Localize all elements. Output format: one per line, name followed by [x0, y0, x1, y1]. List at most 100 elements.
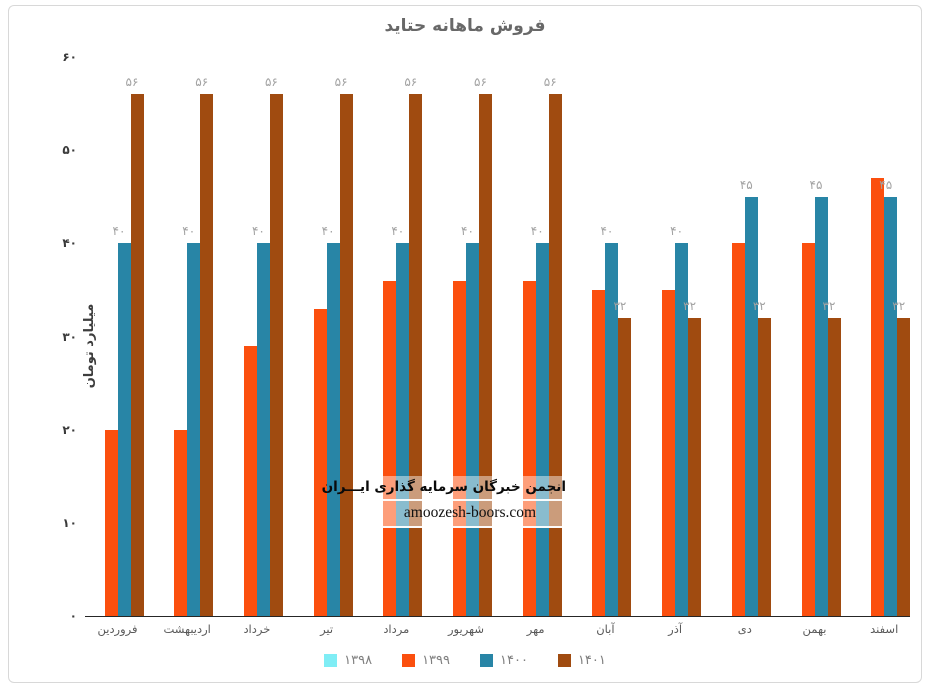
- bar-۱۳۹۹: [592, 289, 606, 616]
- x-tick-label: مهر: [526, 622, 545, 636]
- y-tick-label: ۶۰: [62, 50, 77, 64]
- bar-value-label: ۳۲: [822, 298, 836, 313]
- bar-۱۴۰۱: [897, 317, 911, 616]
- bar-۱۴۰۰: [466, 243, 479, 616]
- bar-۱۴۰۱: [688, 317, 702, 616]
- bar-۱۴۰۰: [884, 196, 898, 616]
- x-tick-label: شهریور: [448, 622, 484, 636]
- bar-value-label: ۴۵: [739, 177, 753, 192]
- bar-value-label: ۳۲: [892, 298, 906, 313]
- y-tick-label: ۵۰: [62, 143, 77, 158]
- bar-group: ۴۰ ۵۶: [231, 57, 283, 616]
- bar-۱۳۹۹: [243, 345, 257, 616]
- bar-۱۴۰۱: [618, 317, 632, 616]
- bar-۱۴۰۱: [130, 94, 144, 616]
- bar-value-label: ۴۵: [879, 177, 893, 192]
- bar-group: ۴۰ ۳۲: [649, 57, 702, 616]
- legend-swatch-icon: [402, 654, 416, 667]
- y-tick-label: ۲۰: [62, 422, 77, 437]
- watermark-organization-text: انجمن خبرگان سرمایه گذاری ایـــران: [321, 479, 566, 495]
- bar-۱۴۰۱: [827, 317, 841, 616]
- bar-۱۴۰۰: [326, 243, 340, 616]
- bar-group: ۴۰ ۵۶: [440, 57, 492, 616]
- bar-۱۳۹۹: [383, 280, 397, 616]
- x-tick-label: خرداد: [243, 622, 271, 636]
- bar-value-label: ۴۰: [251, 224, 265, 239]
- bar-۱۳۹۹: [871, 178, 885, 616]
- legend-swatch-icon: [557, 654, 571, 667]
- x-tick-label: مرداد: [383, 622, 410, 636]
- legend-label: ۱۴۰۱: [577, 653, 606, 668]
- x-tick-label: فروردین: [97, 622, 138, 636]
- bar-۱۴۰۱: [269, 94, 283, 616]
- legend-label: ۱۳۹۸: [344, 653, 373, 668]
- bar-value-label: ۵۶: [334, 75, 348, 90]
- bar-۱۴۰۰: [605, 243, 619, 616]
- bar-value-label: ۴۰: [670, 224, 684, 239]
- bar-value-label: ۴۰: [182, 224, 196, 239]
- bar-group: ۴۰ ۵۶: [510, 57, 562, 616]
- bar-group: ۴۰ ۵۶: [92, 57, 144, 616]
- legend: ۱۳۹۸ ۱۳۹۹ ۱۴۰۰ ۱۴۰۱: [0, 653, 930, 668]
- bar-۱۴۰۰: [675, 243, 689, 616]
- y-tick-label: ۳۰: [62, 329, 77, 344]
- bar-۱۴۰۰: [814, 196, 828, 616]
- x-tick-label: اسفند: [870, 622, 899, 636]
- plot-area: ۰ ۱۰ ۲۰ ۳۰ ۴۰ ۵۰ ۶۰ ۴۰ ۵۶ فروردین ۴۰ ۵۶ اردیبهشت ۴۰ ۵۶…: [62, 50, 911, 636]
- bar-۱۴۰۱: [200, 94, 214, 616]
- x-tick-label: آذر: [668, 622, 683, 636]
- bar-۱۳۹۹: [662, 289, 676, 616]
- y-tick-label: ۱۰: [62, 515, 77, 530]
- x-tick-label: بهمن: [802, 622, 827, 636]
- legend-item-۱۳۹۹: ۱۳۹۹: [402, 653, 450, 668]
- bar-value-label: ۵۶: [125, 75, 139, 90]
- bar-value-label: ۴۰: [530, 224, 544, 239]
- bar-value-label: ۳۲: [752, 298, 766, 313]
- bar-value-label: ۵۶: [195, 75, 209, 90]
- bar-group: ۴۰ ۵۶: [370, 57, 423, 616]
- bar-۱۳۹۹: [522, 280, 536, 616]
- bar-۱۴۰۱: [409, 94, 423, 616]
- bar-۱۴۰۰: [535, 243, 549, 616]
- chart-title: فروش ماهانه حتاید: [384, 16, 546, 36]
- bar-group: ۴۵ ۳۲: [789, 57, 841, 616]
- bar-۱۴۰۰: [187, 243, 201, 616]
- legend-label: ۱۴۰۰: [500, 653, 528, 668]
- bar-value-label: ۵۶: [404, 75, 418, 90]
- bar-value-label: ۴۰: [321, 224, 335, 239]
- x-tick-label: تیر: [320, 622, 334, 636]
- bar-group: ۴۵ ۳۲: [719, 57, 771, 616]
- bar-group: ۴۰ ۵۶: [301, 57, 353, 616]
- bar-۱۴۰۰: [117, 243, 131, 616]
- bar-۱۳۹۹: [174, 429, 188, 616]
- bar-value-label: ۳۲: [613, 298, 627, 313]
- bar-value-label: ۴۰: [600, 224, 614, 239]
- bar-۱۴۰۰: [256, 243, 270, 616]
- watermark: انجمن خبرگان سرمایه گذاری ایـــران amooz…: [321, 476, 568, 528]
- bar-۱۳۹۹: [731, 243, 745, 616]
- x-tick-label: اردیبهشت: [163, 622, 211, 636]
- bar-group: ۴۰ ۳۲: [579, 57, 632, 616]
- legend-label: ۱۳۹۹: [422, 653, 450, 668]
- bar-۱۴۰۱: [757, 317, 771, 616]
- bar-value-label: ۵۶: [543, 75, 557, 90]
- bar-۱۳۹۹: [313, 308, 327, 616]
- bar-value-label: ۴۰: [391, 224, 405, 239]
- bar-value-label: ۴۰: [461, 224, 474, 239]
- bar-۱۴۰۱: [339, 94, 353, 616]
- bar-group: ۴۰ ۵۶: [161, 57, 214, 616]
- x-tick-label: آبان: [596, 622, 615, 636]
- legend-swatch-icon: [480, 654, 493, 667]
- bar-۱۴۰۱: [548, 94, 562, 616]
- y-tick-label: ۴۰: [62, 236, 77, 251]
- bar-۱۴۰۰: [744, 196, 758, 616]
- bar-group: ۴۵ ۳۲: [858, 57, 911, 616]
- legend-item-۱۳۹۸: ۱۳۹۸: [324, 653, 372, 668]
- bar-value-label: ۴۵: [809, 177, 823, 192]
- bar-۱۴۰۱: [479, 94, 492, 616]
- x-axis-line: [85, 615, 910, 617]
- bar-value-label: ۴۰: [112, 224, 126, 239]
- bar-value-label: ۵۶: [264, 75, 278, 90]
- x-tick-label: دی: [737, 622, 752, 636]
